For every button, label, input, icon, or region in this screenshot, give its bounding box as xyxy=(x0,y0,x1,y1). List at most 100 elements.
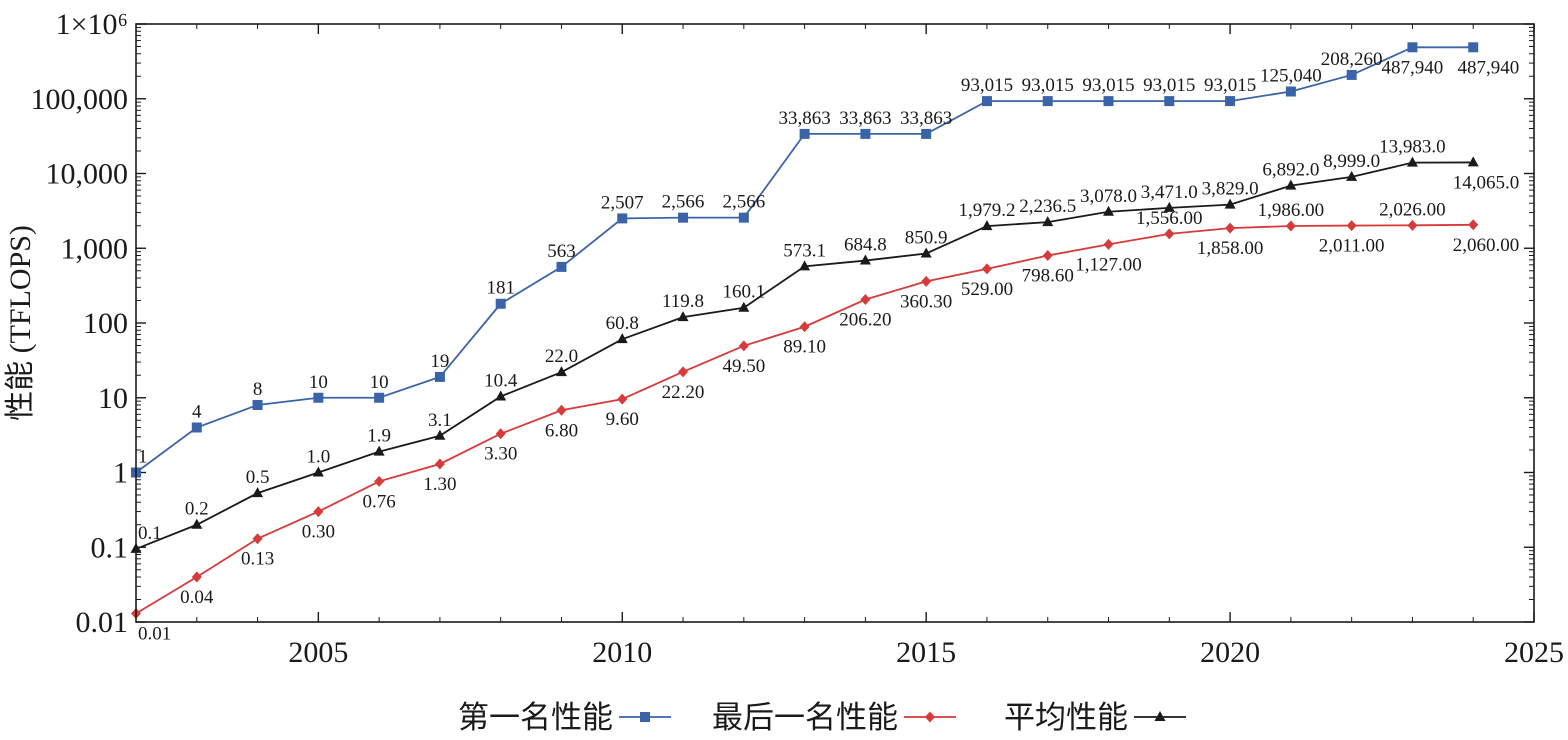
data-point-last-performance xyxy=(799,321,810,333)
data-label-average-performance: 60.8 xyxy=(606,313,639,334)
data-point-top-performance xyxy=(556,261,567,272)
data-label-top-performance: 93,015 xyxy=(1204,75,1256,96)
plot-frame xyxy=(135,23,1535,623)
data-point-average-performance xyxy=(1163,201,1175,212)
data-point-average-performance xyxy=(434,429,446,440)
data-point-last-performance xyxy=(313,506,324,518)
data-label-top-performance: 93,015 xyxy=(1022,75,1074,96)
data-label-average-performance: 6,892.0 xyxy=(1262,160,1319,181)
data-label-average-performance: 14,065.0 xyxy=(1453,172,1520,193)
y-tick-label: 1,000 xyxy=(61,232,129,265)
data-label-last-performance: 1,858.00 xyxy=(1197,238,1264,259)
data-label-average-performance: 22.0 xyxy=(545,346,578,367)
data-point-last-performance xyxy=(1225,222,1236,234)
data-point-last-performance xyxy=(434,458,445,470)
data-label-last-performance: 3.30 xyxy=(484,444,517,465)
data-label-average-performance: 1.0 xyxy=(306,447,330,468)
data-point-top-performance xyxy=(1225,96,1236,107)
data-label-last-performance: 1,556.00 xyxy=(1136,208,1203,229)
data-point-last-performance xyxy=(374,475,385,487)
data-point-top-performance xyxy=(1407,42,1418,53)
data-point-average-performance xyxy=(495,390,507,401)
data-point-top-performance xyxy=(1285,86,1296,97)
legend: 第一名性能 最后一名性能 平均性能 xyxy=(458,700,1186,736)
data-point-last-performance xyxy=(860,294,871,306)
data-label-top-performance: 8 xyxy=(253,379,263,400)
data-point-top-performance xyxy=(921,128,932,139)
legend-item-average-performance: 平均性能 xyxy=(1004,700,1186,736)
y-tick-label: 0.01 xyxy=(76,606,129,639)
data-label-last-performance: 206.20 xyxy=(839,310,891,331)
data-point-top-performance xyxy=(1346,69,1357,80)
data-label-average-performance: 160.1 xyxy=(722,282,765,303)
x-tick-label: 2025 xyxy=(1504,636,1564,669)
legend-marker xyxy=(925,711,935,723)
data-label-average-performance: 2,236.5 xyxy=(1019,196,1076,217)
data-label-top-performance: 1 xyxy=(138,447,148,468)
legend-marker xyxy=(1154,711,1166,721)
data-point-average-performance xyxy=(1467,156,1479,167)
series-last-performance xyxy=(131,219,1479,619)
data-point-last-performance xyxy=(1042,250,1053,262)
data-point-average-performance xyxy=(859,254,871,265)
data-label-top-performance: 33,863 xyxy=(900,108,952,129)
data-point-last-performance xyxy=(1285,220,1296,232)
data-point-top-performance xyxy=(1042,96,1053,107)
data-point-last-performance xyxy=(738,340,749,352)
legend-label: 最后一名性能 xyxy=(712,700,898,736)
data-point-average-performance xyxy=(1224,198,1236,209)
data-label-average-performance: 684.8 xyxy=(844,235,887,256)
data-label-top-performance: 125,040 xyxy=(1260,65,1322,86)
data-label-last-performance: 0.13 xyxy=(241,549,274,570)
data-label-last-performance: 0.76 xyxy=(363,491,396,512)
data-label-last-performance: 1,127.00 xyxy=(1075,254,1142,275)
data-point-top-performance xyxy=(434,371,445,382)
data-label-average-performance: 573.1 xyxy=(783,240,826,261)
data-label-last-performance: 1.30 xyxy=(423,474,456,495)
series-top-performance xyxy=(131,42,1479,478)
data-label-top-performance: 208,260 xyxy=(1321,49,1383,70)
data-point-average-performance xyxy=(616,333,628,344)
data-label-average-performance: 10.4 xyxy=(484,370,518,391)
y-tick-label: 100,000 xyxy=(31,83,129,116)
data-label-top-performance: 33,863 xyxy=(778,108,830,129)
data-point-top-performance xyxy=(495,298,506,309)
data-point-average-performance xyxy=(1103,205,1115,216)
data-point-top-performance xyxy=(1103,96,1114,107)
data-point-average-performance xyxy=(981,220,993,231)
data-point-last-performance xyxy=(1407,219,1418,231)
data-label-average-performance: 850.9 xyxy=(905,227,948,248)
data-point-average-performance xyxy=(373,445,385,456)
data-point-average-performance xyxy=(555,366,567,377)
data-point-last-performance xyxy=(1346,220,1357,232)
data-label-top-performance: 33,863 xyxy=(839,108,891,129)
x-tick-label: 2020 xyxy=(1200,636,1260,669)
data-point-last-performance xyxy=(1103,238,1114,250)
data-point-average-performance xyxy=(738,301,750,312)
legend-label: 平均性能 xyxy=(1004,700,1128,736)
data-label-last-performance: 89.10 xyxy=(783,337,826,358)
data-point-top-performance xyxy=(617,213,628,224)
data-point-last-performance xyxy=(981,263,992,275)
data-point-average-performance xyxy=(1346,170,1358,181)
data-point-last-performance xyxy=(556,404,567,416)
series-average-performance xyxy=(130,156,1479,553)
series-line-last-performance xyxy=(135,223,1474,615)
data-point-last-performance xyxy=(1468,219,1479,231)
data-label-average-performance: 1,979.2 xyxy=(958,200,1015,221)
x-tick-label: 2010 xyxy=(592,636,652,669)
data-label-last-performance: 2,060.00 xyxy=(1453,235,1520,256)
data-point-top-performance xyxy=(1164,96,1175,107)
data-point-last-performance xyxy=(252,533,263,545)
data-point-average-performance xyxy=(191,518,203,529)
y-tick-label: 10 xyxy=(98,382,128,415)
data-point-top-performance xyxy=(374,392,385,403)
data-point-top-performance xyxy=(252,399,263,410)
data-label-top-performance: 487,940 xyxy=(1382,57,1444,78)
data-point-top-performance xyxy=(860,128,871,139)
data-label-top-performance: 487,940 xyxy=(1457,57,1519,78)
data-point-last-performance xyxy=(617,393,628,405)
data-point-average-performance xyxy=(1285,179,1297,190)
data-point-top-performance xyxy=(191,422,202,433)
data-point-top-performance xyxy=(313,392,324,403)
